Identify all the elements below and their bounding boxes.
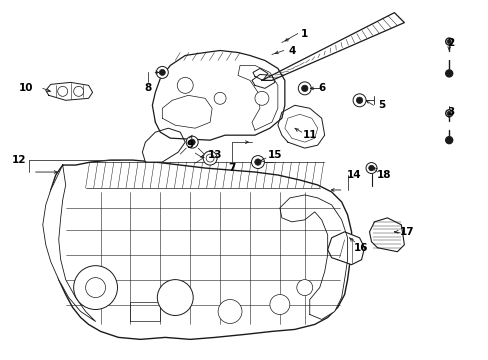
Polygon shape bbox=[49, 160, 351, 339]
Text: 5: 5 bbox=[377, 100, 385, 110]
Polygon shape bbox=[152, 50, 285, 140]
Polygon shape bbox=[46, 82, 92, 100]
Text: 13: 13 bbox=[207, 150, 222, 160]
Circle shape bbox=[156, 67, 168, 78]
Polygon shape bbox=[238, 66, 277, 130]
Circle shape bbox=[298, 82, 310, 95]
Polygon shape bbox=[369, 218, 404, 252]
Circle shape bbox=[269, 294, 289, 315]
Polygon shape bbox=[277, 105, 324, 148]
Circle shape bbox=[296, 280, 312, 296]
Circle shape bbox=[301, 85, 307, 91]
Text: 18: 18 bbox=[376, 170, 391, 180]
Polygon shape bbox=[252, 68, 267, 80]
Circle shape bbox=[445, 38, 452, 45]
Circle shape bbox=[368, 165, 373, 171]
Text: 6: 6 bbox=[317, 84, 325, 93]
Circle shape bbox=[254, 91, 268, 105]
Polygon shape bbox=[42, 165, 95, 321]
Text: 10: 10 bbox=[19, 84, 33, 93]
Circle shape bbox=[214, 92, 225, 104]
Text: 16: 16 bbox=[354, 243, 368, 253]
Circle shape bbox=[447, 40, 450, 44]
Text: 2: 2 bbox=[447, 37, 454, 48]
Polygon shape bbox=[251, 75, 274, 88]
Text: 17: 17 bbox=[399, 227, 414, 237]
Circle shape bbox=[218, 300, 242, 323]
Circle shape bbox=[352, 94, 366, 107]
Circle shape bbox=[445, 70, 452, 77]
Circle shape bbox=[74, 266, 117, 310]
Circle shape bbox=[58, 86, 67, 96]
Text: 15: 15 bbox=[267, 150, 282, 160]
Circle shape bbox=[251, 156, 264, 168]
Polygon shape bbox=[262, 13, 404, 80]
Circle shape bbox=[203, 151, 217, 165]
Circle shape bbox=[206, 154, 214, 162]
Text: 1: 1 bbox=[301, 28, 308, 39]
Circle shape bbox=[157, 280, 193, 315]
Circle shape bbox=[85, 278, 105, 298]
Circle shape bbox=[254, 159, 261, 165]
Circle shape bbox=[447, 111, 450, 115]
Polygon shape bbox=[327, 232, 364, 265]
Circle shape bbox=[445, 110, 452, 117]
Circle shape bbox=[356, 97, 362, 103]
Text: 8: 8 bbox=[144, 84, 152, 93]
Polygon shape bbox=[162, 95, 212, 128]
Text: 9: 9 bbox=[186, 140, 193, 150]
Text: 14: 14 bbox=[346, 170, 361, 180]
Polygon shape bbox=[285, 114, 317, 142]
Circle shape bbox=[366, 163, 376, 174]
Text: 7: 7 bbox=[228, 163, 235, 173]
Text: 3: 3 bbox=[447, 107, 454, 117]
Circle shape bbox=[186, 136, 198, 148]
Text: 11: 11 bbox=[302, 130, 316, 140]
Circle shape bbox=[445, 137, 452, 144]
Polygon shape bbox=[142, 128, 185, 162]
Circle shape bbox=[177, 77, 193, 93]
Circle shape bbox=[189, 139, 195, 145]
Text: 4: 4 bbox=[287, 45, 295, 55]
Circle shape bbox=[159, 69, 165, 75]
Text: 12: 12 bbox=[12, 155, 26, 165]
Polygon shape bbox=[279, 195, 347, 319]
Circle shape bbox=[74, 86, 83, 96]
